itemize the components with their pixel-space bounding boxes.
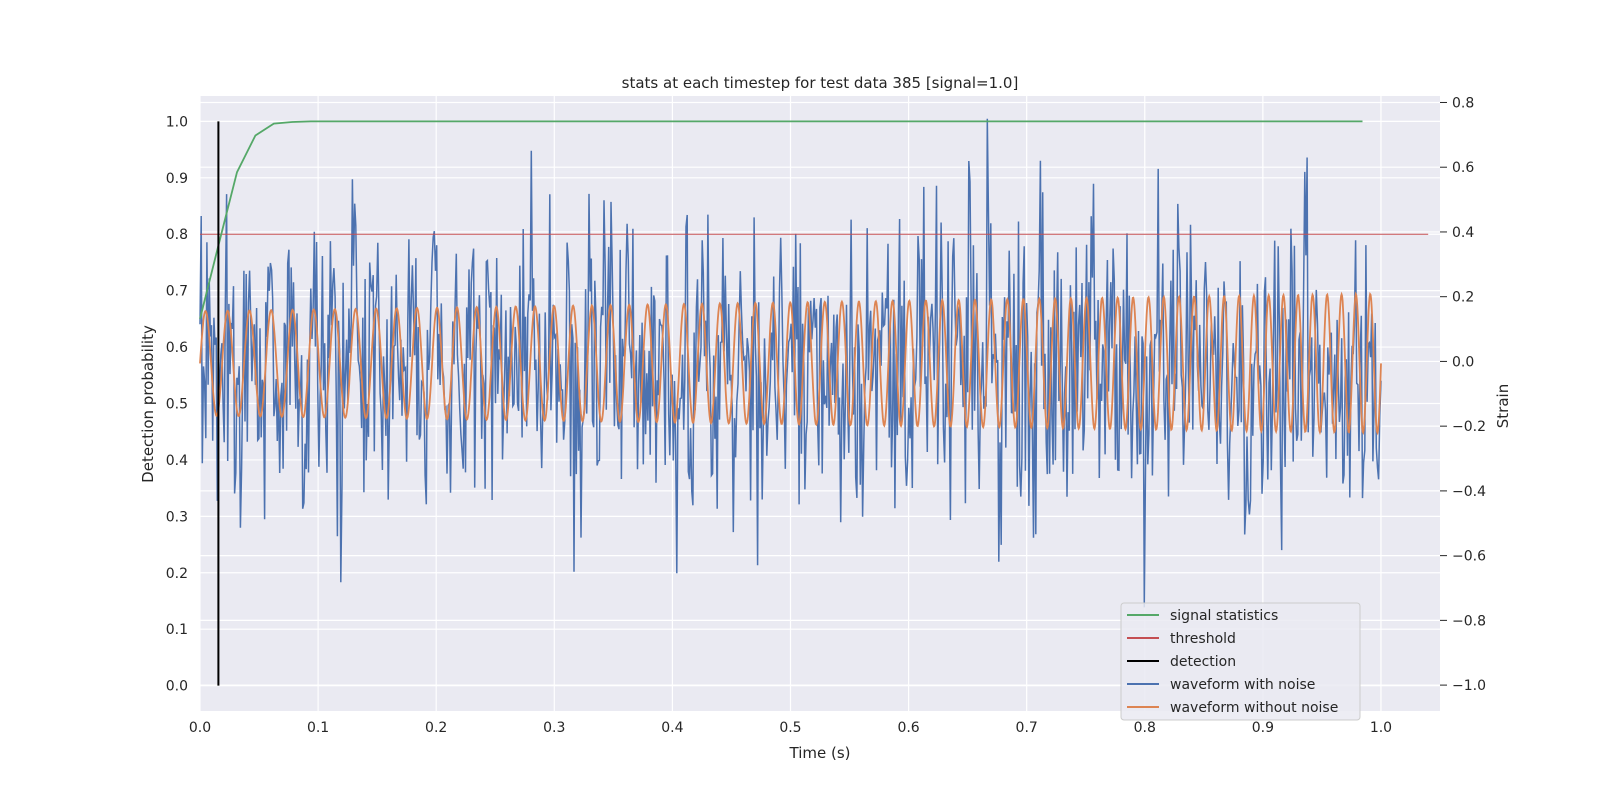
- legend-box: [1120, 602, 1361, 721]
- y-tick-label: 0.4: [166, 453, 188, 469]
- y-tick-label: 0.2: [166, 566, 188, 582]
- y-tick-label: 1.0: [166, 114, 188, 130]
- legend-label-waveform-without-noise: waveform without noise: [1170, 700, 1338, 716]
- y-tick-label: 0.1: [166, 622, 188, 638]
- y2-tick-label: −0.6: [1452, 549, 1486, 565]
- x-tick-label: 0.7: [1016, 720, 1038, 736]
- y-tick-label: 0.5: [166, 397, 188, 413]
- x-tick-label: 0.8: [1134, 720, 1156, 736]
- y2-tick-label: 0.4: [1452, 225, 1474, 241]
- y-tick-label: 0.7: [166, 284, 188, 300]
- x-tick-label: 0.0: [189, 720, 211, 736]
- legend: signal statistics threshold detection wa…: [1120, 602, 1361, 721]
- y2-tick-label: −0.2: [1452, 419, 1486, 435]
- y-axis-label: Detection probability: [139, 325, 157, 483]
- legend-label-threshold: threshold: [1170, 631, 1236, 647]
- y2-axis-label: Strain: [1494, 384, 1512, 428]
- ticks: 0.0 0.1 0.2 0.3 0.4 0.5 0.6 0.7 0.8 0.9 1.0 0.0 0.1 0…: [166, 95, 1486, 736]
- x-tick-label: 0.6: [897, 720, 919, 736]
- y-tick-label: 0.6: [166, 340, 188, 356]
- x-axis-label: Time (s): [789, 744, 851, 762]
- y2-tick-label: 0.8: [1452, 95, 1474, 111]
- x-tick-label: 0.4: [661, 720, 683, 736]
- y2-tick-label: −0.8: [1452, 613, 1486, 629]
- legend-label-waveform-with-noise: waveform with noise: [1170, 677, 1315, 693]
- chart-title: stats at each timestep for test data 385…: [622, 74, 1019, 92]
- y-tick-label: 0.8: [166, 227, 188, 243]
- series-layer: [199, 118, 1429, 686]
- y2-tick-label: −0.4: [1452, 484, 1486, 500]
- x-tick-label: 0.3: [543, 720, 565, 736]
- y2-tick-label: 0.0: [1452, 354, 1474, 370]
- legend-label-signal-statistics: signal statistics: [1170, 608, 1278, 624]
- y-tick-label: 0.0: [166, 679, 188, 695]
- y2-tick-label: 0.6: [1452, 160, 1474, 176]
- y2-tick-label: 0.2: [1452, 290, 1474, 306]
- y2-tick-label: −1.0: [1452, 678, 1486, 694]
- y-tick-label: 0.3: [166, 509, 188, 525]
- legend-label-detection: detection: [1170, 654, 1236, 670]
- x-tick-label: 0.2: [425, 720, 447, 736]
- x-tick-label: 0.1: [307, 720, 329, 736]
- series-waveform-without-noise: [199, 291, 1382, 436]
- y-tick-label: 0.9: [166, 171, 188, 187]
- x-tick-label: 0.5: [779, 720, 801, 736]
- series-signal-statistics: [199, 120, 1363, 320]
- x-tick-label: 0.9: [1252, 720, 1274, 736]
- x-tick-label: 1.0: [1370, 720, 1392, 736]
